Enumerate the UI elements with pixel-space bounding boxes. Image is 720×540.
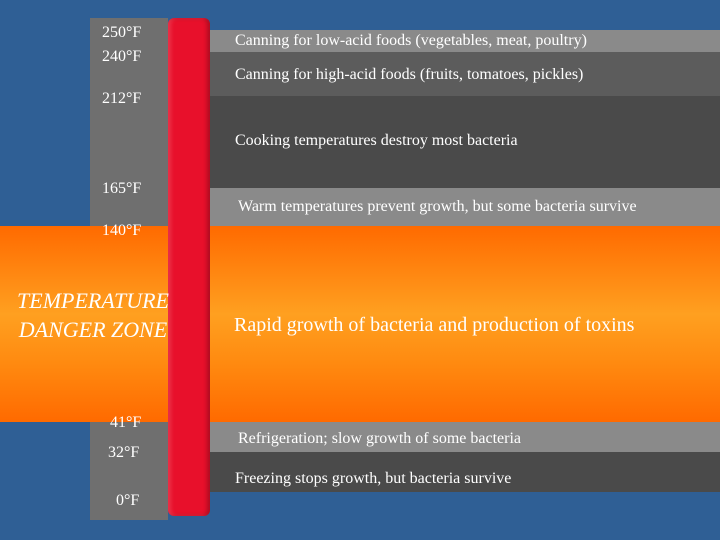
danger-zone-text: Rapid growth of bacteria and production … [234, 314, 635, 336]
thermometer-bar [168, 18, 210, 516]
temperature-scale-column [90, 18, 168, 228]
cooking-text: Cooking temperatures destroy most bacter… [235, 132, 518, 149]
temp-label-0: 0°F [116, 492, 140, 509]
refrigeration-band [210, 422, 720, 452]
freezing-text: Freezing stops growth, but bacteria surv… [235, 470, 512, 487]
refrigeration-text: Refrigeration; slow growth of some bacte… [238, 430, 522, 447]
danger-zone-title-line2: DANGER ZONE [18, 317, 168, 342]
cooking-band [210, 96, 720, 188]
temp-label-41: 41°F [110, 414, 142, 431]
temp-label-140: 140°F [102, 222, 142, 239]
danger-zone-title: TEMPERATURE DANGER ZONE [2, 286, 184, 344]
temp-label-32: 32°F [108, 444, 140, 461]
low-acid-canning-text: Canning for low-acid foods (vegetables, … [235, 32, 587, 49]
freezing-band [210, 452, 720, 492]
danger-zone-title-line1: TEMPERATURE [17, 288, 169, 313]
warm-text: Warm temperatures prevent growth, but so… [238, 198, 637, 215]
temp-label-212: 212°F [102, 90, 142, 107]
temp-label-250: 250°F [102, 24, 142, 41]
temp-label-165: 165°F [102, 180, 142, 197]
high-acid-canning-text: Canning for high-acid foods (fruits, tom… [235, 66, 584, 83]
low-acid-canning-band [210, 30, 720, 52]
temperature-scale-column-lower [90, 420, 168, 520]
warm-band [210, 188, 720, 226]
danger-zone-band [0, 226, 720, 422]
high-acid-canning-band [210, 52, 720, 96]
temp-label-240: 240°F [102, 48, 142, 65]
